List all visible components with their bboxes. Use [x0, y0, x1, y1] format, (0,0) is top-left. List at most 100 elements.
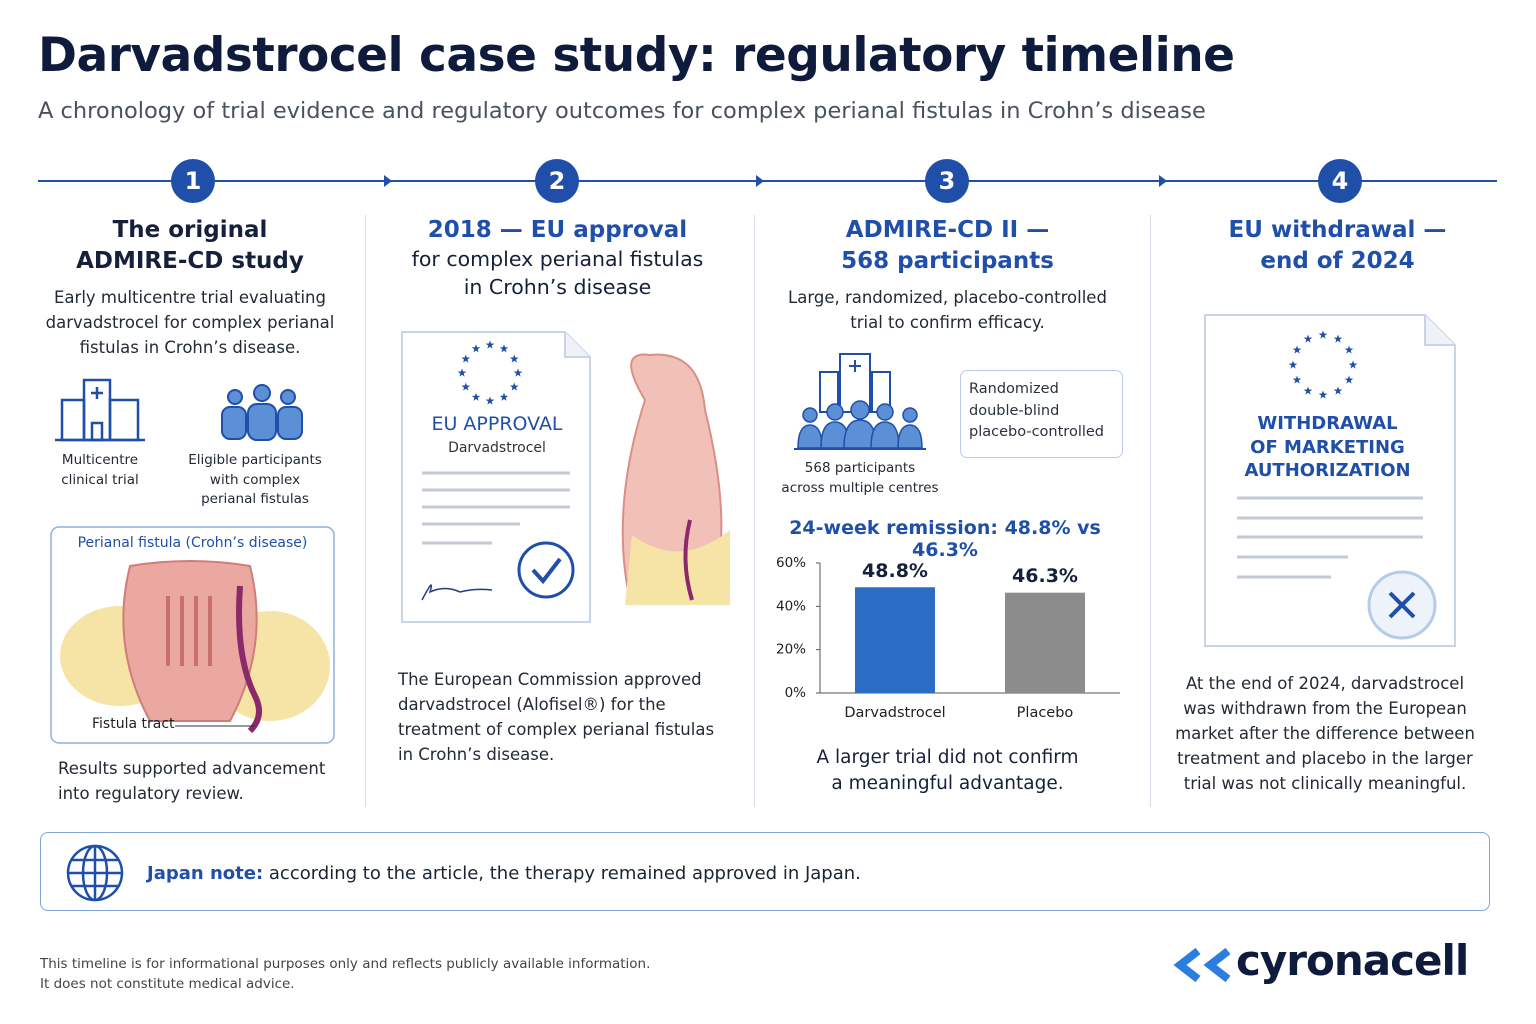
- y-tick-label: 40%: [776, 598, 806, 614]
- step-description: Large, randomized, placebo-controlled tr…: [788, 288, 1107, 332]
- subtitle-line: in Crohn’s disease: [463, 275, 652, 299]
- x-tick-label: Darvadstrocel: [844, 705, 945, 721]
- step-number: 2: [549, 167, 566, 195]
- heading-line: WITHDRAWAL: [1257, 413, 1398, 434]
- subtitle-line: for complex perianal fistulas: [411, 247, 704, 271]
- star: [510, 354, 519, 363]
- step-number: 4: [1332, 167, 1349, 195]
- logo: cyronacell: [1236, 936, 1469, 985]
- subtitle: A chronology of trial evidence and regul…: [38, 98, 1206, 124]
- arrow: [756, 175, 764, 187]
- y-tick-label: 0%: [785, 685, 807, 701]
- star: [461, 354, 470, 363]
- arrow: [1159, 175, 1167, 187]
- star: [461, 382, 470, 391]
- star: [1292, 375, 1302, 384]
- star: [499, 392, 509, 401]
- star: [1318, 330, 1328, 339]
- title-line: The original: [112, 217, 268, 243]
- step-number: 3: [939, 167, 956, 195]
- star: [457, 368, 467, 377]
- star: [1348, 360, 1358, 369]
- document-name: Darvadstrocel: [448, 440, 546, 456]
- note-text: according to the article, the therapy re…: [268, 863, 861, 884]
- illustration: [50, 526, 335, 744]
- star: [1333, 334, 1343, 343]
- disclaimer-line: This timeline is for informational purpo…: [40, 956, 651, 972]
- caption-line: across multiple centres: [781, 479, 939, 496]
- step-description: Early multicentre trial evaluating darva…: [45, 288, 335, 357]
- divider: [365, 215, 366, 807]
- arrow: [384, 175, 392, 187]
- divider: [1150, 215, 1151, 807]
- star: [1292, 345, 1302, 354]
- star: [471, 344, 481, 353]
- star: [1344, 375, 1354, 384]
- step-title: EU withdrawal — end of 2024: [1160, 215, 1515, 277]
- star: [499, 344, 509, 353]
- chart: 0% 20% 40% 60% 48.8% Darvadstrocel 46.3% Placeb…: [776, 555, 1120, 721]
- step-description: The European Commission approved darvads…: [398, 670, 715, 764]
- step-title: The original ADMIRE-CD study: [40, 215, 340, 277]
- disclaimer-line: It does not constitute medical advice.: [40, 976, 295, 992]
- star: [1303, 386, 1313, 395]
- note-box: [40, 832, 1490, 911]
- document-illustration: [1204, 314, 1456, 647]
- step-marker: [171, 159, 215, 203]
- heading-line: OF MARKETING: [1250, 436, 1405, 458]
- conclusion-line: A larger trial did not confirm: [816, 747, 1079, 768]
- star: [510, 382, 519, 391]
- participants-icon: [794, 353, 926, 450]
- globe-icon: [66, 844, 124, 902]
- y-tick-label: 60%: [776, 555, 806, 571]
- step-marker: [925, 159, 969, 203]
- document-illustration: [401, 331, 730, 623]
- logo-mark: [1173, 947, 1231, 983]
- divider: [754, 215, 755, 807]
- title-line: ADMIRE-CD study: [76, 248, 304, 274]
- icon-label: Multicentre clinical trial: [61, 452, 139, 488]
- title-line: EU withdrawal —: [1228, 217, 1447, 243]
- design-line: double-blind: [969, 402, 1060, 419]
- bar: [1005, 592, 1085, 693]
- step-marker: [1318, 159, 1362, 203]
- icon-caption: 568 participants across multiple centres: [775, 459, 945, 498]
- step-conclusion: A larger trial did not confirm a meaning…: [770, 745, 1125, 797]
- timeline: 1 2 3 4: [38, 159, 1497, 203]
- note: Japan note: according to the article, th…: [147, 863, 861, 884]
- star: [471, 392, 481, 401]
- note-label: Japan note:: [147, 863, 264, 884]
- step-description: At the end of 2024, darvadstrocel was wi…: [1175, 674, 1475, 793]
- icons: [55, 378, 303, 442]
- star: [485, 396, 495, 405]
- step-title: 2018 — EU approval: [427, 217, 688, 243]
- heading-line: AUTHORIZATION: [1244, 460, 1411, 481]
- step-number: 1: [185, 167, 202, 195]
- y-tick-label: 20%: [776, 642, 806, 658]
- star: [485, 340, 495, 349]
- step-title: ADMIRE-CD II — 568 participants: [770, 215, 1125, 277]
- title-line: ADMIRE-CD II —: [845, 217, 1050, 243]
- value-label: 48.8%: [862, 560, 928, 582]
- star: [513, 368, 523, 377]
- step-marker: [535, 159, 579, 203]
- star: [1333, 386, 1343, 395]
- illustration-title: Perianal fistula (Crohn’s disease): [77, 535, 308, 551]
- chart-title: 24-week remission: 48.8% vs 46.3%: [789, 517, 1101, 561]
- design-line: placebo-controlled: [969, 424, 1105, 440]
- conclusion-line: a meaningful advantage.: [831, 773, 1064, 794]
- icon-label: Eligible participants with complex peria…: [188, 452, 322, 507]
- document-heading: EU APPROVAL: [431, 413, 563, 435]
- bar: [855, 587, 935, 693]
- step-subtitle: for complex perianal fistulas in Crohn’s…: [380, 245, 735, 301]
- star: [1303, 334, 1313, 343]
- star: [1288, 360, 1298, 369]
- caption-line: 568 participants: [804, 460, 916, 476]
- title-line: 568 participants: [841, 248, 1054, 274]
- disclaimer: This timeline is for informational purpo…: [40, 954, 650, 994]
- document-heading: WITHDRAWAL OF MARKETING AUTHORIZATION: [1215, 412, 1440, 483]
- x-tick-label: Placebo: [1017, 705, 1074, 721]
- design-line: Randomized: [969, 381, 1059, 397]
